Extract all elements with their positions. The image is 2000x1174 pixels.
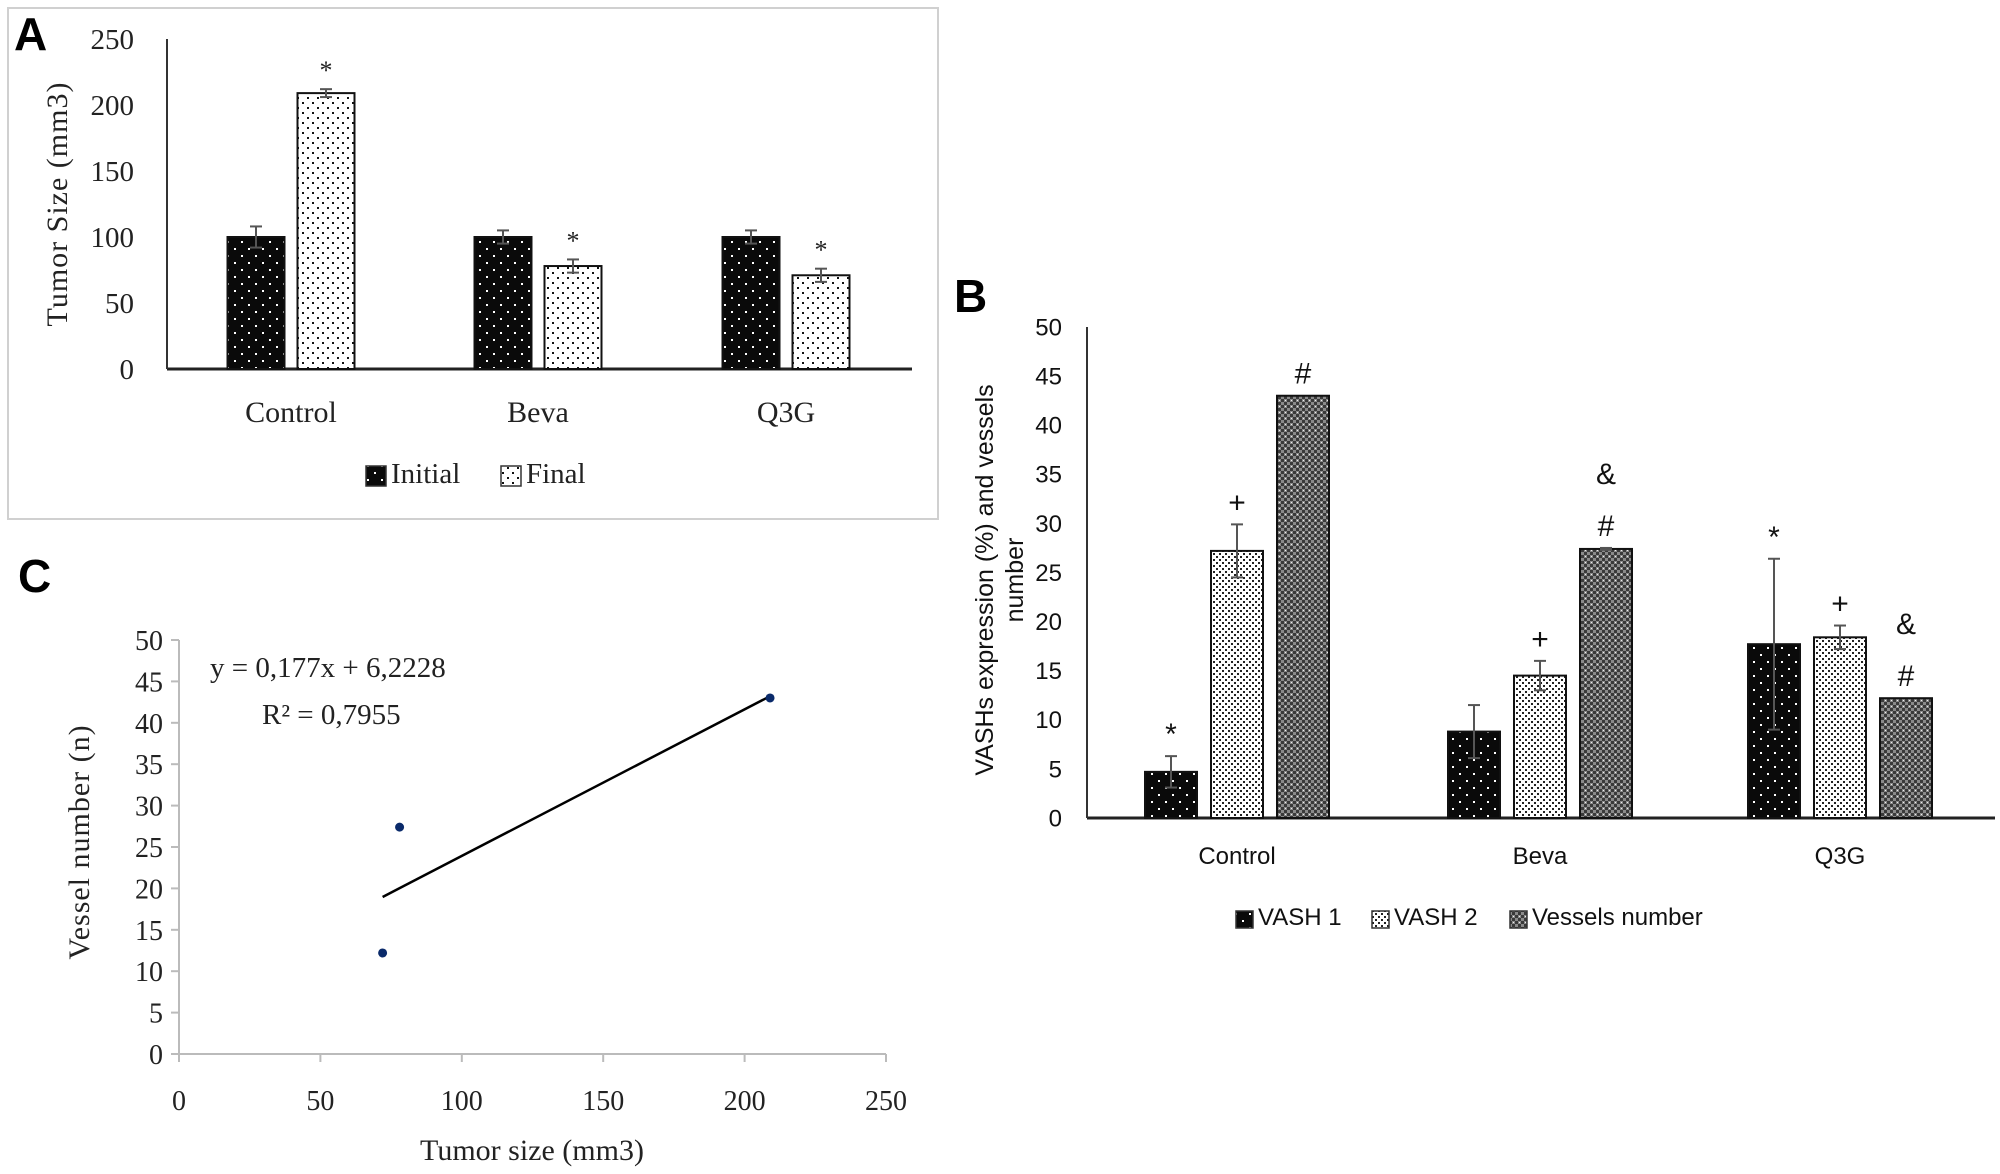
category-label: Control (245, 396, 337, 429)
significance-marker: + (1831, 588, 1849, 621)
y-tick-label: 35 (135, 750, 163, 781)
y-tick-label: 50 (1035, 314, 1062, 341)
y-tick-label: 0 (120, 354, 135, 386)
panel-b-letter: B (954, 270, 987, 322)
significance-marker: * (815, 236, 828, 265)
bar-final (543, 265, 603, 371)
x-tick-label: 100 (441, 1086, 483, 1117)
y-tick-label: 15 (135, 916, 163, 947)
y-tick-label: 15 (1035, 658, 1062, 685)
y-tick-label: 5 (1049, 756, 1062, 783)
data-point (395, 822, 405, 832)
legend-swatch (500, 465, 522, 487)
legend-swatch (365, 465, 387, 487)
y-tick-label: 0 (1049, 805, 1062, 832)
significance-marker: * (320, 56, 333, 85)
y-tick-label: 45 (1035, 364, 1062, 391)
y-axis-title: Vessel number (n) (63, 724, 96, 959)
y-tick-label: 30 (1035, 511, 1062, 538)
y-tick-label: 25 (1035, 560, 1062, 587)
category-label: Control (1198, 843, 1275, 870)
significance-marker: # (1295, 358, 1312, 391)
y-axis-title-line-1: VASHs expression (%) and vessels (971, 384, 999, 775)
bar-vash-2 (1210, 549, 1264, 819)
r-squared: R² = 0,7955 (262, 699, 401, 731)
bar-vash-2 (1513, 674, 1567, 819)
category-label: Beva (1513, 843, 1568, 870)
bar-vessels-number (1276, 394, 1330, 819)
panel-b-chart: 0 5 10 15 20 25 30 35 40 45 50 Control Beva Q3G * + # + # &… (971, 314, 1995, 931)
legend-label: VASH 1 (1258, 904, 1342, 931)
y-tick-label: 250 (91, 24, 135, 56)
y-tick-label: 50 (135, 626, 163, 657)
y-tick-label: 150 (91, 156, 135, 188)
x-tick-label: 0 (172, 1086, 186, 1117)
bar-final (791, 274, 851, 370)
x-axis-title: Tumor size (mm3) (420, 1134, 644, 1167)
category-label: Q3G (757, 396, 815, 429)
bar-final (296, 92, 356, 371)
y-tick-label: 0 (149, 1040, 163, 1071)
legend-label: Vessels number (1532, 904, 1703, 931)
legend-label: VASH 2 (1394, 904, 1478, 931)
category-label: Q3G (1815, 843, 1866, 870)
panel-a-frame (7, 7, 939, 520)
significance-marker: & (1596, 458, 1616, 491)
bar-initial (721, 236, 781, 370)
significance-marker: + (1228, 486, 1246, 519)
panel-c-chart: 0 5 10 15 20 25 30 35 40 45 50 0 50 100 150 200 250 y = 0… (63, 626, 907, 1167)
significance-marker: + (1531, 623, 1549, 656)
bar-initial (226, 236, 286, 370)
y-tick-label: 100 (91, 222, 135, 254)
bar-initial (473, 236, 533, 370)
y-tick-label: 10 (135, 957, 163, 988)
x-tick-label: 150 (582, 1086, 624, 1117)
significance-marker: * (1165, 718, 1177, 751)
trendline (382, 695, 771, 899)
x-tick-label: 200 (724, 1086, 766, 1117)
category-label: Beva (507, 396, 569, 429)
significance-marker: * (567, 226, 580, 255)
legend-label: Final (526, 458, 586, 490)
data-point (378, 948, 388, 958)
y-tick-label: 20 (135, 874, 163, 905)
y-tick-label: 40 (135, 709, 163, 740)
significance-marker: & (1896, 608, 1916, 641)
y-tick-label: 25 (135, 833, 163, 864)
y-tick-label: 35 (1035, 462, 1062, 489)
y-tick-label: 45 (135, 667, 163, 698)
y-axis-title: Tumor Size (mm3) (41, 82, 74, 327)
x-tick-label: 250 (865, 1086, 907, 1117)
legend-swatch (1509, 910, 1528, 929)
significance-marker: # (1598, 510, 1615, 543)
trendline-equation: y = 0,177x + 6,2228 (210, 652, 446, 684)
bar-vash-2 (1813, 636, 1867, 820)
x-tick-label: 50 (306, 1086, 334, 1117)
legend-swatch (1235, 910, 1254, 929)
y-tick-label: 20 (1035, 609, 1062, 636)
y-tick-label: 40 (1035, 413, 1062, 440)
legend-label: Initial (391, 458, 460, 490)
y-tick-label: 200 (91, 90, 135, 122)
y-tick-label: 5 (149, 999, 163, 1030)
y-tick-label: 50 (105, 288, 134, 320)
significance-marker: # (1898, 660, 1915, 693)
panel-a-letter: A (14, 8, 47, 60)
y-axis-title-line-2: number (1001, 538, 1029, 623)
data-point (765, 693, 775, 703)
panel-c-letter: C (18, 550, 51, 602)
bar-vessels-number (1579, 547, 1633, 819)
bar-vessels-number (1879, 697, 1933, 819)
panel-a-chart: 0 50 100 150 200 250 Control Beva Q3G * * * Initial F… (41, 24, 912, 490)
legend-swatch (1371, 910, 1390, 929)
y-tick-label: 30 (135, 792, 163, 823)
y-tick-label: 10 (1035, 707, 1062, 734)
significance-marker: * (1768, 521, 1780, 554)
